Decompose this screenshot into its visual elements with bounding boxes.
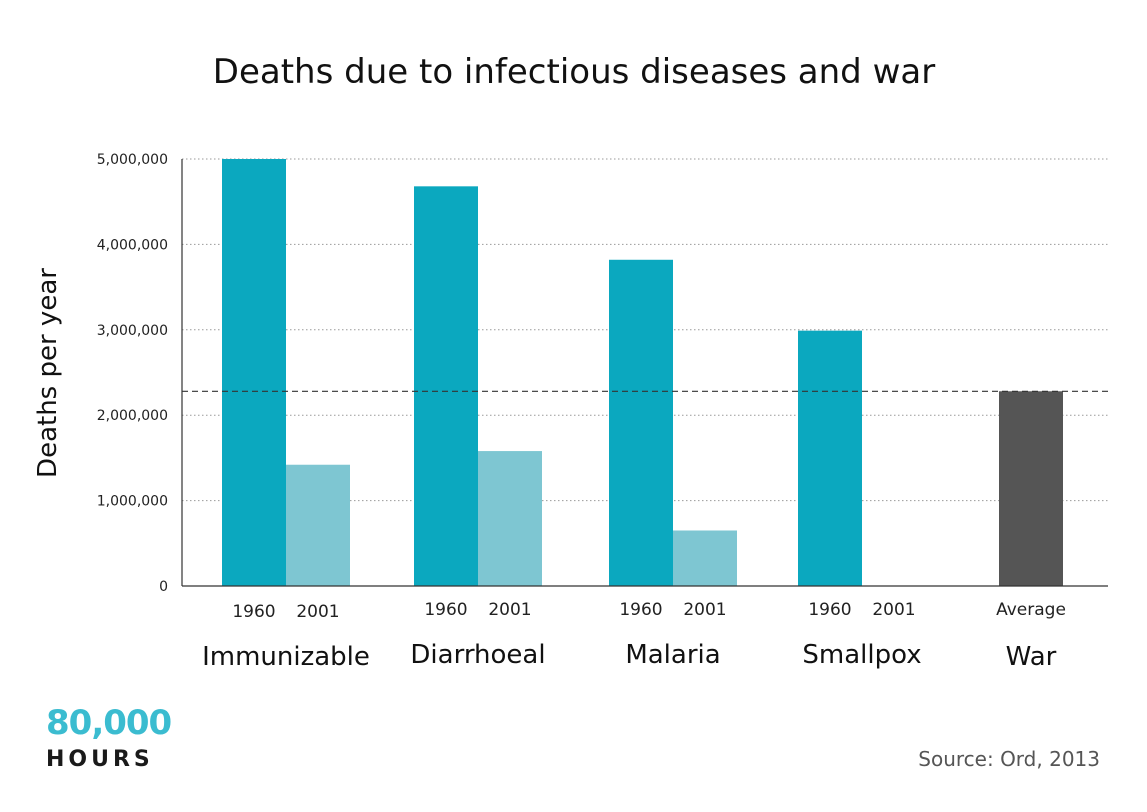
bars <box>222 159 1063 586</box>
y-tick-label: 2,000,000 <box>97 408 168 424</box>
x-axis-labels: 1960 2001 Immunizable 1960 2001 Diarrhoeal 196… <box>202 600 1066 672</box>
y-tick-label: 1,000,000 <box>97 494 168 510</box>
y-axis-ticks: 0 1,000,000 2,000,000 3,000,000 4,000,000 5,0… <box>97 152 168 595</box>
bar-sublabel: 2001 <box>488 600 531 620</box>
bar <box>673 530 737 586</box>
group-label: Immunizable <box>202 642 370 672</box>
bar-sublabel: 2001 <box>872 600 915 620</box>
bar <box>222 159 286 586</box>
bar-sublabel: Average <box>996 600 1066 620</box>
group-label: Diarrhoeal <box>410 640 545 670</box>
y-tick-label: 0 <box>159 579 168 595</box>
group-label: Smallpox <box>802 640 921 670</box>
y-tick-label: 3,000,000 <box>97 323 168 339</box>
bar-sublabel: 2001 <box>683 600 726 620</box>
bar-sublabel: 1960 <box>232 602 275 622</box>
bar <box>798 330 862 586</box>
bar-sublabel: 2001 <box>296 602 339 622</box>
bar-sublabel: 1960 <box>424 600 467 620</box>
logo-word: HOURS <box>46 747 154 772</box>
y-tick-label: 4,000,000 <box>97 237 168 253</box>
group-label: Malaria <box>625 640 720 670</box>
bar <box>478 451 542 586</box>
bar <box>609 259 673 586</box>
source-note: Source: Ord, 2013 <box>918 747 1100 771</box>
group-label: War <box>1006 642 1057 672</box>
logo: 80,000 HOURS <box>46 703 173 772</box>
chart-title: Deaths due to infectious diseases and wa… <box>213 52 935 92</box>
bar-sublabel: 1960 <box>619 600 662 620</box>
bar-sublabel: 1960 <box>808 600 851 620</box>
bar <box>999 391 1063 586</box>
logo-number: 80,000 <box>46 703 172 743</box>
bar <box>286 464 350 586</box>
y-tick-label: 5,000,000 <box>97 152 168 168</box>
y-axis-label: Deaths per year <box>33 268 63 478</box>
bar <box>414 186 478 586</box>
